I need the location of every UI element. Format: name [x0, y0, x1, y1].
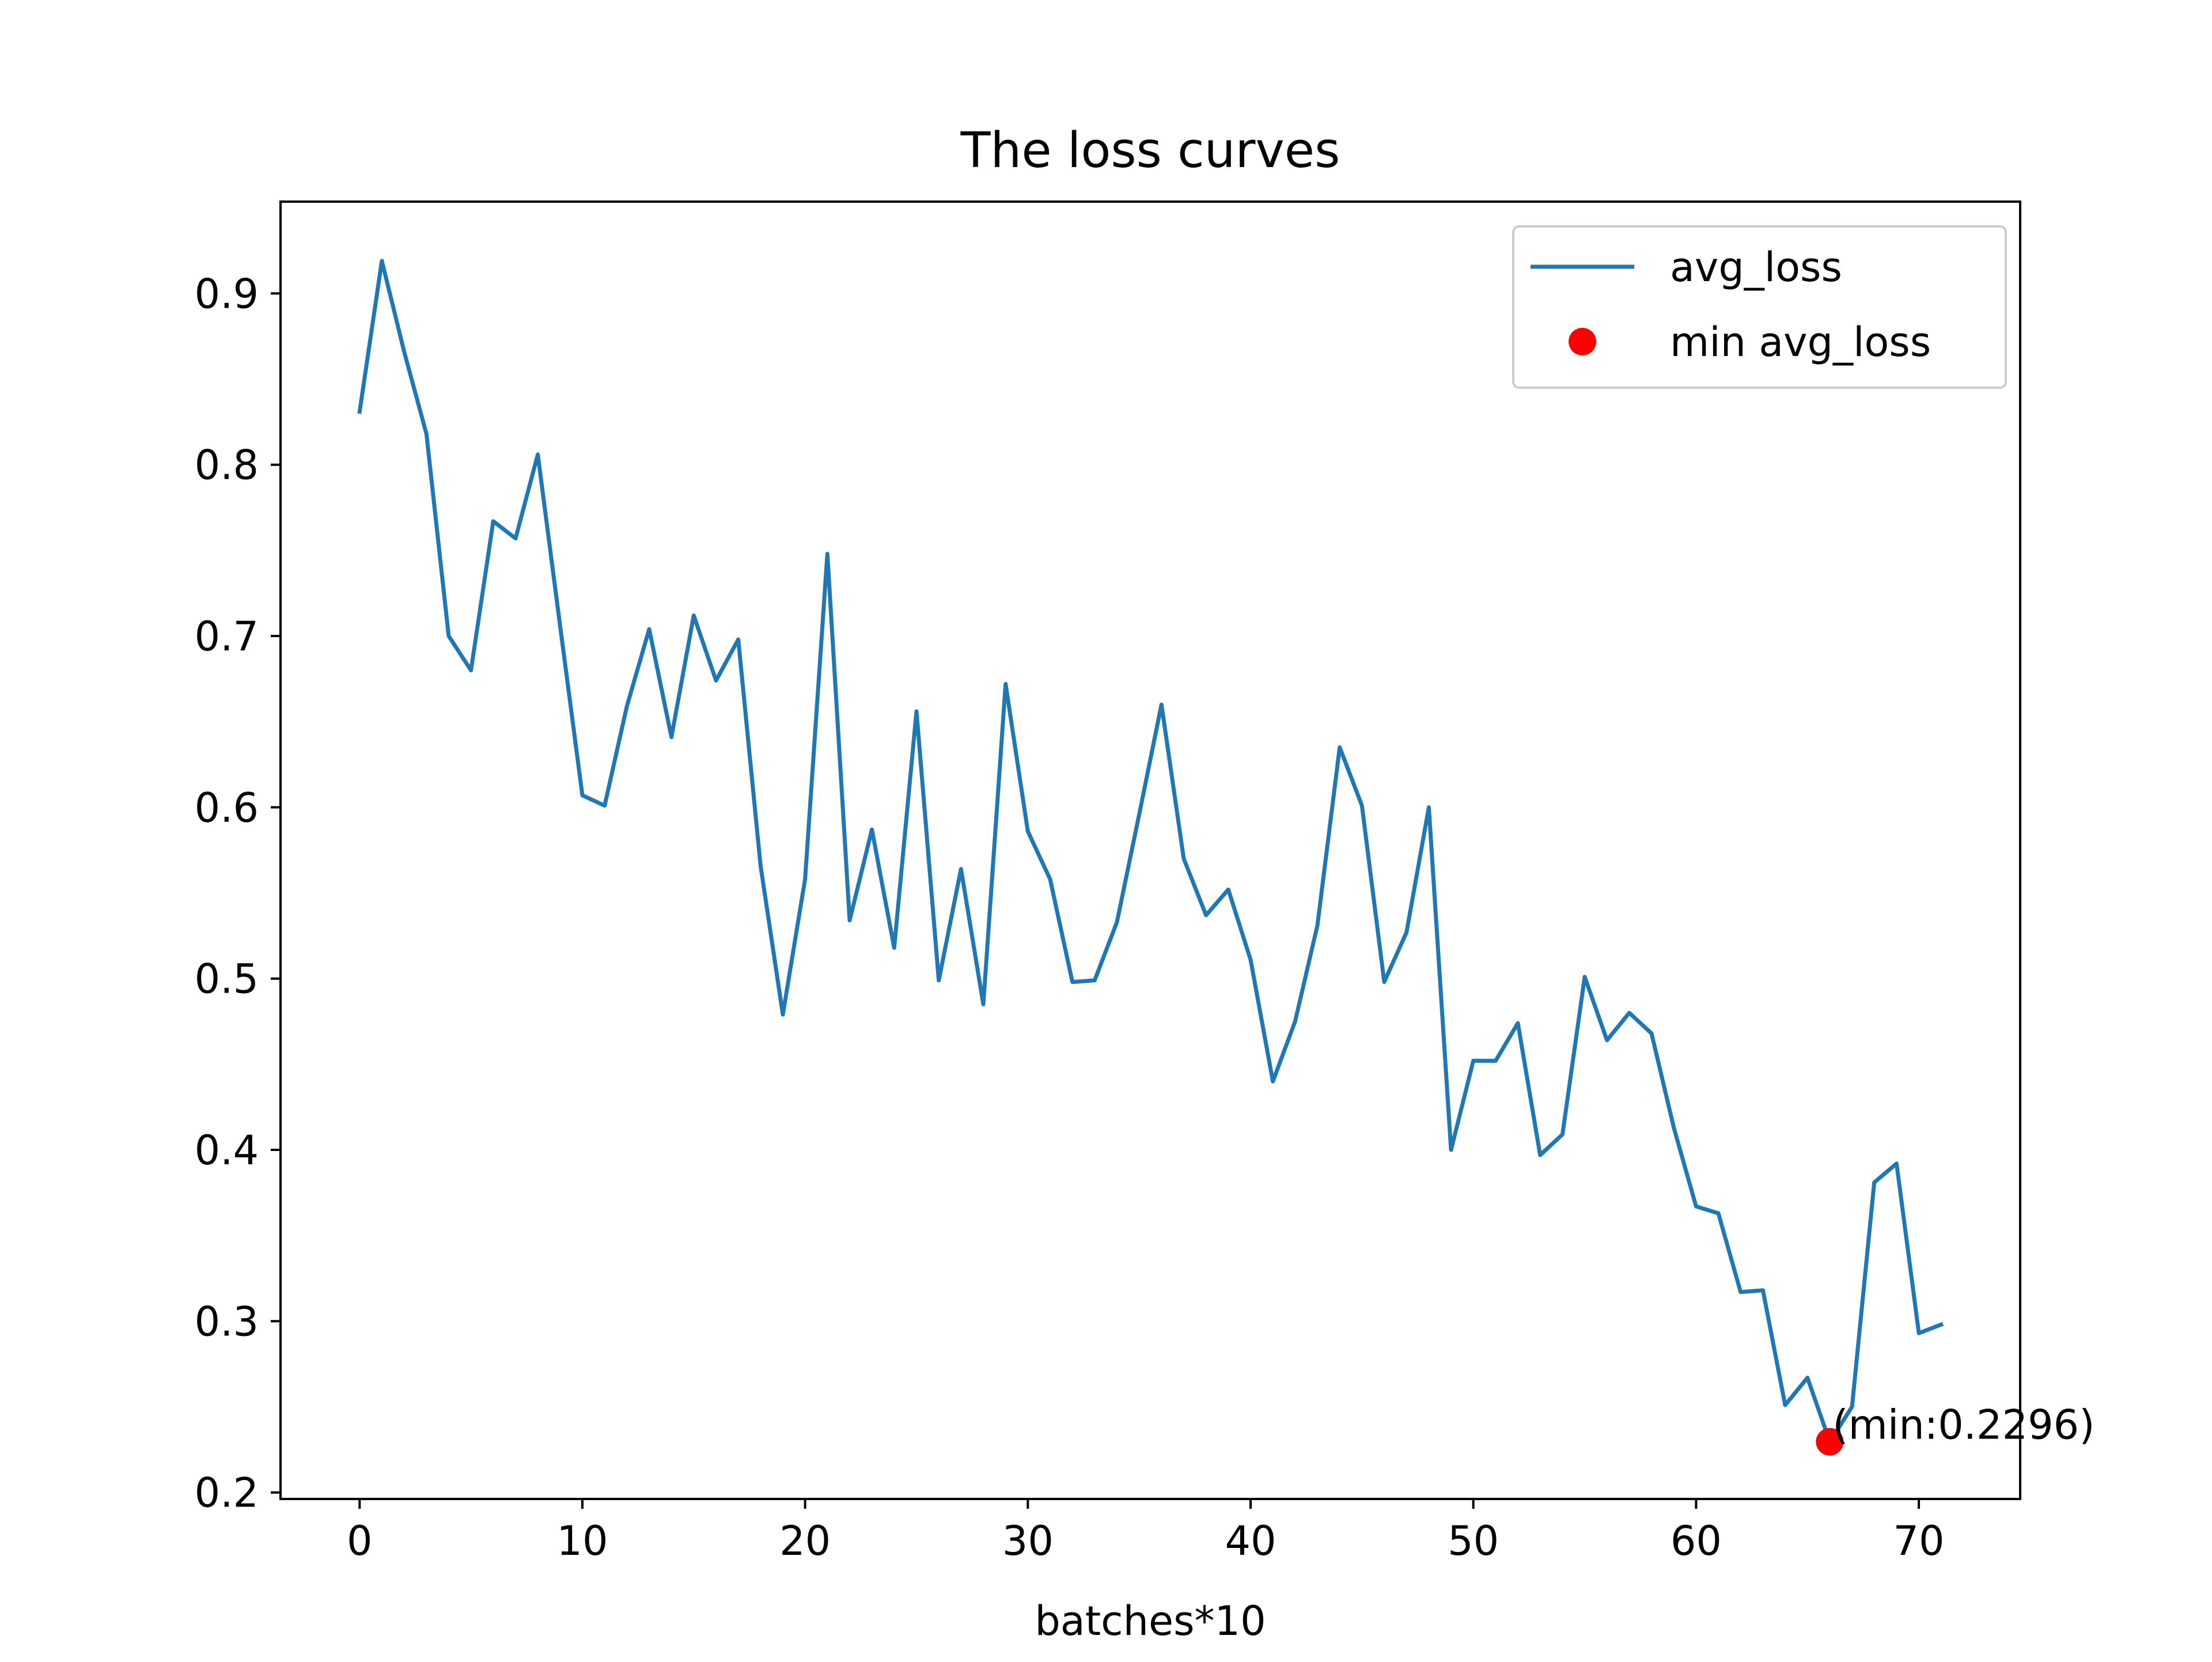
x-tick-label: 20 — [779, 1517, 831, 1565]
min-avg-loss-point — [1816, 1428, 1844, 1456]
x-tick-label: 30 — [1002, 1517, 1054, 1565]
x-tick-label: 50 — [1448, 1517, 1499, 1565]
y-tick-label: 0.6 — [195, 784, 259, 831]
x-tick-label: 60 — [1671, 1517, 1722, 1565]
x-axis-label: batches*10 — [1035, 1597, 1266, 1645]
y-tick-label: 0.7 — [195, 613, 259, 660]
chart-title: The loss curves — [960, 122, 1340, 179]
y-tick-label: 0.2 — [195, 1470, 259, 1517]
y-tick-label: 0.9 — [195, 270, 259, 317]
x-tick-label: 40 — [1225, 1517, 1276, 1565]
legend-swatch-min-avg-loss — [1569, 328, 1596, 355]
avg-loss-line — [357, 259, 1944, 1444]
y-tick-label: 0.5 — [195, 956, 259, 1003]
x-tick-label: 70 — [1893, 1517, 1945, 1565]
legend-label-min-avg-loss: min avg_loss — [1670, 319, 1931, 366]
min-annotation: (min:0.2296) — [1832, 1402, 2094, 1449]
y-tick-label: 0.8 — [195, 442, 259, 489]
plot-area: (min:0.2296) 0 10 20 30 40 50 60 70 0.2 0.3 0.4 0.5 0… — [195, 200, 2095, 1565]
y-tick-label: 0.3 — [195, 1298, 259, 1345]
axes-frame — [279, 200, 2021, 1500]
legend-box — [1512, 225, 2007, 389]
legend-label-avg-loss: avg_loss — [1670, 244, 1842, 291]
y-tick-label: 0.4 — [195, 1127, 259, 1174]
x-tick-label: 0 — [347, 1517, 373, 1565]
x-tick-label: 10 — [556, 1517, 608, 1565]
